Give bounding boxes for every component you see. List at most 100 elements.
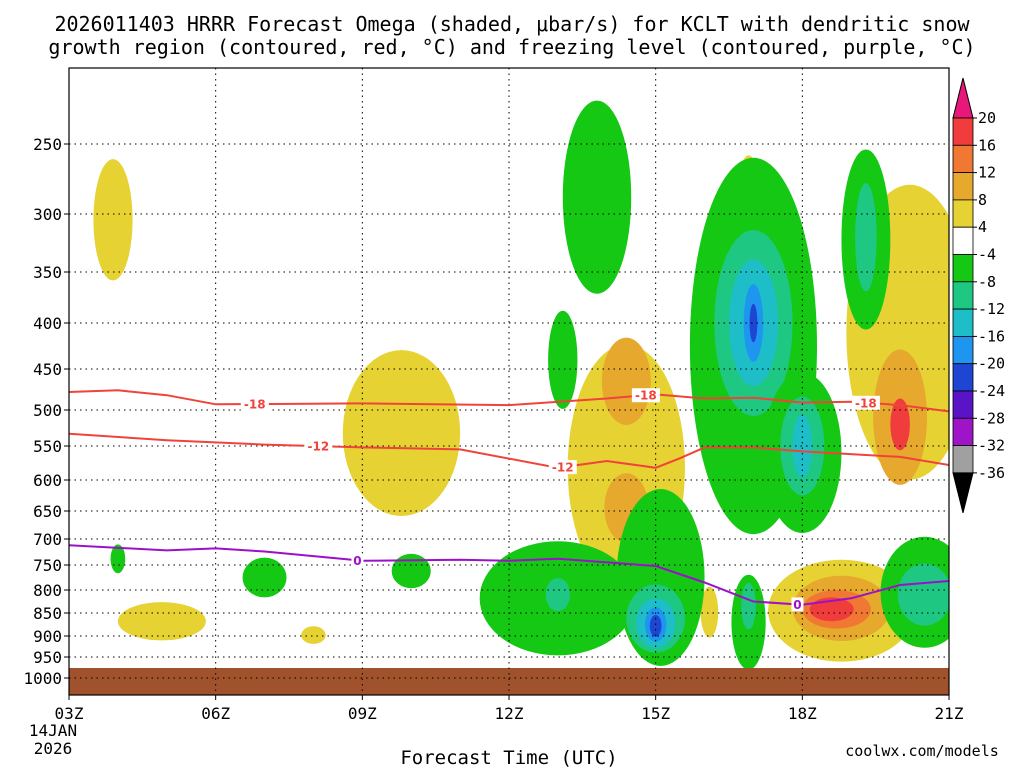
colorbar-tick-label: -28: [978, 409, 1005, 427]
y-tick-label: 550: [33, 437, 62, 456]
colorbar-tick-label: -8: [978, 273, 996, 291]
date-label-day: 14JAN: [29, 721, 77, 740]
colorbar-segment: [952, 308, 974, 337]
y-tick-label: 350: [33, 263, 62, 282]
colorbar-top-arrow: [952, 77, 974, 119]
contour-line--12: [69, 432, 949, 469]
y-tick-label: 850: [33, 604, 62, 623]
contour-label: -18: [855, 396, 877, 410]
colorbar-segment: [952, 117, 974, 146]
colorbar-tick-label: -36: [978, 464, 1005, 482]
y-tick-label: 750: [33, 556, 62, 575]
contour-label: -18: [244, 398, 266, 412]
omega-region: [855, 183, 877, 292]
x-tick-label: 03Z: [55, 704, 84, 723]
contour-label-bg: [631, 388, 660, 403]
colorbar-segment: [952, 172, 974, 201]
omega-region: [890, 398, 910, 451]
temperature-contours: [69, 389, 949, 606]
y-tick-label: 650: [33, 502, 62, 521]
y-tick-label: 800: [33, 581, 62, 600]
omega-region: [301, 626, 326, 644]
omega-region: [649, 614, 662, 637]
y-tick-label: 700: [33, 530, 62, 549]
y-tick-label: 450: [33, 360, 62, 379]
colorbar-segment: [952, 335, 974, 365]
contour-line--18: [69, 389, 949, 413]
x-axis-label: Forecast Time (UTC): [400, 747, 617, 768]
colorbar-tick-label: 16: [978, 136, 996, 154]
colorbar-segment: [952, 226, 974, 255]
y-tick-label: 400: [33, 314, 62, 333]
contour-label: 0: [353, 554, 361, 568]
credit-link[interactable]: coolwx.com/models: [845, 742, 999, 760]
colorbar: 20 16 12 8 4 -4 -8 -12 -16 -20 -24 -28 -32 -36: [952, 77, 1005, 514]
omega-region: [809, 597, 854, 622]
colorbar-bottom-arrow: [952, 472, 974, 514]
colorbar-segment: [952, 390, 974, 419]
colorbar-segment: [952, 281, 974, 310]
y-axis-ticks: 250 300 350 400 450 500 550 600 650 700 750 800 850 9…: [23, 135, 69, 688]
contour-label-bg: [304, 439, 333, 454]
x-tick-label: 12Z: [495, 704, 524, 723]
y-tick-label: 950: [33, 648, 62, 667]
omega-region: [741, 582, 756, 630]
colorbar-tick-label: -16: [978, 327, 1005, 345]
omega-region: [601, 337, 651, 425]
x-tick-label: 09Z: [348, 704, 377, 723]
omega-region: [545, 578, 571, 612]
contour-label-bg: [351, 553, 364, 568]
x-tick-label: 18Z: [788, 704, 817, 723]
colorbar-tick-label: -20: [978, 355, 1005, 373]
colorbar-tick-label: 4: [978, 218, 987, 236]
x-tick-label: 06Z: [201, 704, 230, 723]
date-label-year: 2026: [34, 739, 73, 758]
colorbar-segment: [952, 363, 974, 392]
x-tick-label: 21Z: [935, 704, 964, 723]
omega-region: [117, 602, 206, 641]
colorbar-segment: [952, 199, 974, 228]
contour-line-0: [69, 544, 949, 606]
contour-label: -12: [307, 440, 329, 454]
colorbar-segment: [952, 445, 974, 474]
y-tick-label: 300: [33, 205, 62, 224]
colorbar-segment: [952, 254, 974, 283]
x-axis-ticks: 03Z 06Z 09Z 12Z 15Z 18Z 21Z: [55, 695, 964, 723]
omega-region: [110, 544, 126, 574]
omega-region: [342, 350, 461, 516]
omega-region: [700, 586, 719, 638]
colorbar-tick-label: -4: [978, 246, 996, 264]
contour-label-bg: [851, 395, 880, 410]
contour-labels: -18 -18 -18 -12 -12 0 0: [240, 388, 880, 612]
omega-region: [792, 414, 813, 478]
chart-title-line2: growth region (contoured, red, °C) and f…: [48, 35, 975, 59]
contour-label: -18: [635, 389, 657, 403]
colorbar-segment: [952, 417, 974, 446]
contour-label-bg: [240, 397, 269, 412]
x-tick-label: 15Z: [641, 704, 670, 723]
y-tick-label: 600: [33, 471, 62, 490]
contour-label-bg: [548, 460, 577, 475]
y-tick-label: 1000: [23, 669, 62, 688]
colorbar-tick-label: -24: [978, 382, 1005, 400]
omega-region: [548, 310, 578, 409]
colorbar-tick-label: -32: [978, 437, 1005, 455]
y-tick-label: 900: [33, 627, 62, 646]
omega-region: [93, 159, 133, 281]
colorbar-tick-label: 8: [978, 191, 987, 209]
omega-region: [391, 553, 431, 589]
contour-label: 0: [793, 598, 801, 612]
omega-region: [897, 563, 949, 626]
colorbar-tick-label: -12: [978, 300, 1005, 318]
y-tick-label: 500: [33, 401, 62, 420]
omega-region: [242, 557, 287, 598]
contour-label-bg: [791, 597, 804, 612]
contour-label: -12: [552, 461, 574, 475]
y-tick-label: 250: [33, 135, 62, 154]
colorbar-tick-label: 20: [978, 109, 996, 127]
chart-title-line1: 2026011403 HRRR Forecast Omega (shaded, …: [54, 12, 970, 36]
colorbar-segment: [952, 144, 974, 174]
colorbar-tick-label: 12: [978, 164, 996, 182]
omega-region: [749, 303, 758, 343]
